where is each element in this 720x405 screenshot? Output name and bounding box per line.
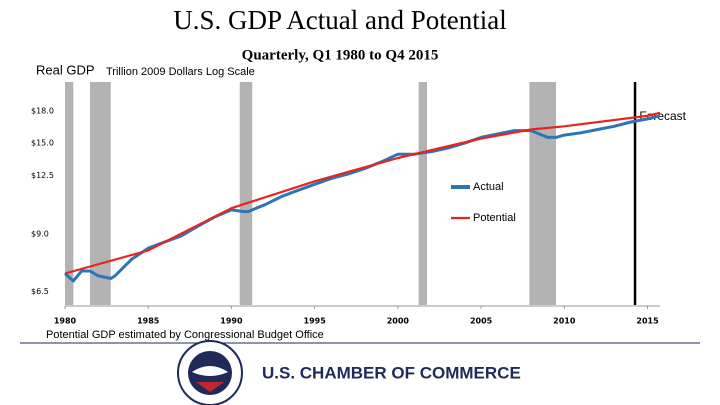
forecast-label: Forecast bbox=[639, 109, 686, 123]
chart-title: U.S. GDP Actual and Potential bbox=[173, 5, 506, 35]
legend-label: Potential bbox=[473, 212, 516, 224]
x-tick-label: 2005 bbox=[470, 317, 493, 326]
y-tick-label: $12.5 bbox=[31, 171, 54, 180]
y-axis-title: Real GDP bbox=[36, 62, 95, 77]
x-tick-label: 1990 bbox=[220, 317, 243, 326]
logo-eagle bbox=[192, 366, 228, 376]
y-tick-label: $18.0 bbox=[31, 106, 54, 115]
y-axis-note: Trillion 2009 Dollars Log Scale bbox=[106, 66, 255, 78]
y-tick-label: $6.5 bbox=[31, 287, 49, 296]
logo bbox=[177, 340, 243, 405]
footer-brand: U.S. CHAMBER OF COMMERCE bbox=[262, 363, 521, 382]
x-tick-label: 2015 bbox=[636, 317, 659, 326]
series-line bbox=[63, 114, 661, 283]
x-tick-label: 2000 bbox=[387, 317, 410, 326]
chart-subtitle: Quarterly, Q1 1980 to Q4 2015 bbox=[242, 47, 439, 63]
logo-shield bbox=[196, 382, 224, 392]
x-tick-label: 1995 bbox=[304, 317, 327, 326]
legend-label: Actual bbox=[473, 181, 504, 193]
recession-band bbox=[65, 82, 74, 305]
x-tick-label: 1980 bbox=[54, 317, 77, 326]
y-tick-label: $9.0 bbox=[31, 229, 49, 238]
recession-band bbox=[239, 82, 253, 305]
recession-band bbox=[418, 82, 427, 305]
source-note: Potential GDP estimated by Congressional… bbox=[46, 329, 324, 341]
x-tick-label: 1985 bbox=[137, 317, 160, 326]
series-line bbox=[64, 111, 661, 275]
plot: 1980 1985 1990 1995 2000 2005 2010 2015 $6.5 $9.0… bbox=[31, 82, 661, 326]
recession-band bbox=[89, 82, 111, 305]
recession-band bbox=[529, 82, 556, 305]
y-tick-label: $15.0 bbox=[31, 139, 54, 148]
x-tick-label: 2010 bbox=[553, 317, 576, 326]
